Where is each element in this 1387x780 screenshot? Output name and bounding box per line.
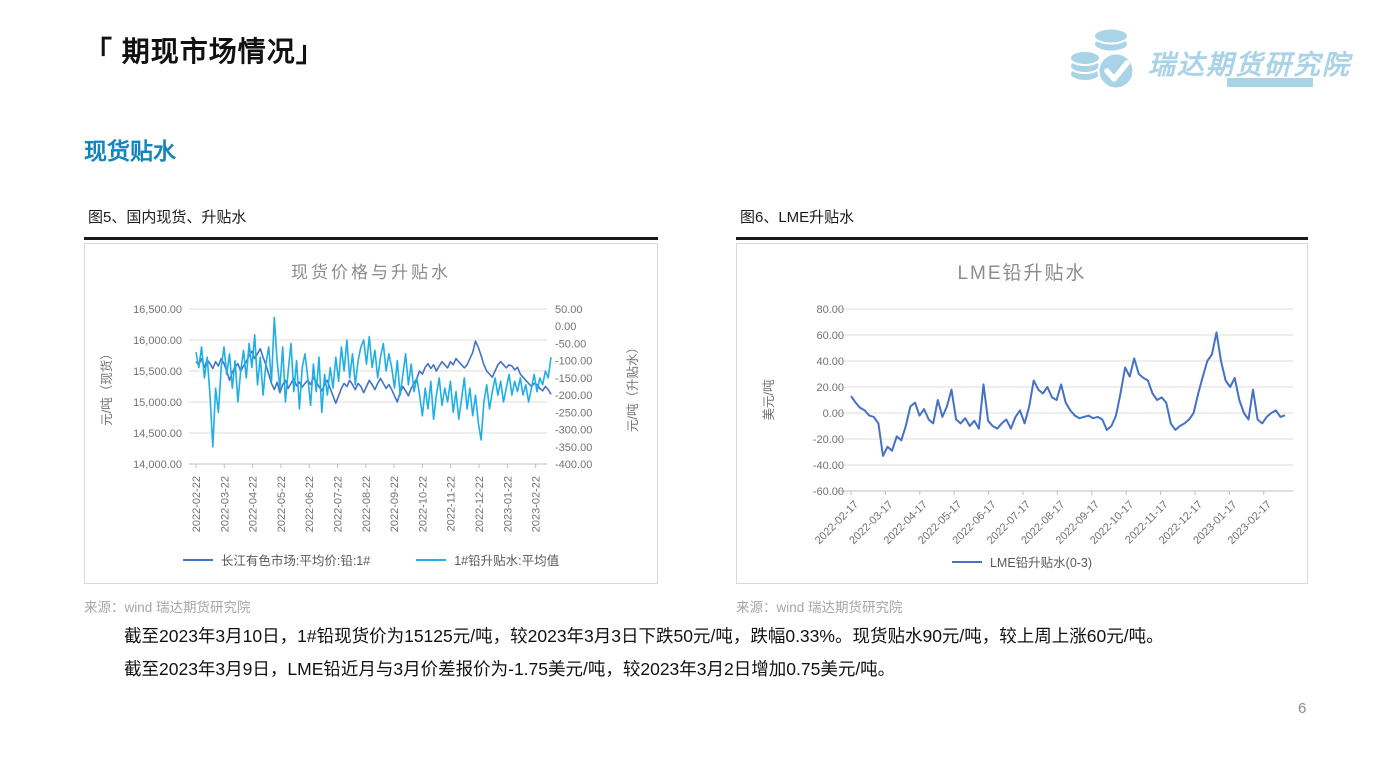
figure6-source: 来源：wind 瑞达期货研究院: [736, 600, 903, 615]
svg-text:14,000.00: 14,000.00: [133, 459, 182, 471]
svg-text:2022-07-22: 2022-07-22: [333, 476, 345, 532]
svg-text:-250.00: -250.00: [555, 407, 592, 419]
brand-underline-bar: [1227, 78, 1313, 87]
svg-text:80.00: 80.00: [816, 304, 844, 316]
svg-text:16,500.00: 16,500.00: [133, 304, 182, 316]
brand-logo: 瑞达期货研究院: [1068, 24, 1351, 90]
svg-text:2022-10-22: 2022-10-22: [417, 476, 429, 532]
figure6-chart-area: LME铅升贴水 80.00 60.00 40.00 20.00 0.00 -20.00 -4…: [736, 243, 1308, 584]
svg-text:15,500.00: 15,500.00: [133, 366, 182, 378]
svg-text:2022-06-22: 2022-06-22: [304, 476, 316, 532]
svg-text:2022-03-22: 2022-03-22: [219, 476, 231, 532]
commentary-paragraph-2: 截至2023年3月9日，LME铅近月与3月价差报价为-1.75美元/吨，较202…: [124, 659, 896, 679]
svg-text:2023-02-22: 2023-02-22: [531, 476, 543, 532]
svg-text:0.00: 0.00: [555, 321, 576, 333]
figure5-chart-area: 现货价格与升贴水 16,500.00 16,000.00 15,500.00 15,0…: [84, 243, 658, 584]
figure5-source: 来源：wind 瑞达期货研究院: [84, 600, 251, 615]
figure6-legend: LME铅升贴水(0-3): [737, 552, 1307, 571]
figure6-lme-premium: 图6、LME升贴水 LME铅升贴水 80.00 60.00 40.00 20.00 0.…: [736, 204, 1308, 616]
svg-text:-100.00: -100.00: [555, 356, 592, 368]
legend-label: 长江有色市场:平均价:铅:1#: [220, 554, 371, 568]
svg-text:2022-12-22: 2022-12-22: [474, 476, 486, 532]
legend-line-swatch: [416, 558, 447, 561]
legend-line-swatch: [951, 560, 982, 563]
svg-text:0.00: 0.00: [823, 408, 844, 420]
svg-text:元/吨（升贴水）: 元/吨（升贴水）: [626, 341, 640, 432]
svg-text:美元/吨: 美元/吨: [762, 379, 776, 420]
svg-text:60.00: 60.00: [816, 330, 844, 342]
figure5-chart-title: 现货价格与升贴水: [291, 263, 451, 282]
svg-text:14,500.00: 14,500.00: [133, 428, 182, 440]
svg-text:-400.00: -400.00: [555, 459, 592, 471]
page-number: 6: [1298, 700, 1307, 717]
svg-text:元/吨（现货）: 元/吨（现货）: [99, 347, 114, 425]
coins-icon: [1069, 27, 1135, 90]
svg-text:-300.00: -300.00: [555, 425, 592, 437]
legend-label: 1#铅升贴水:平均值: [454, 554, 560, 568]
svg-text:-50.00: -50.00: [555, 338, 586, 350]
section-heading: 现货贴水: [84, 138, 176, 164]
brand-name: 瑞达期货研究院: [1148, 49, 1351, 80]
svg-text:2022-11-22: 2022-11-22: [446, 476, 458, 531]
figure5-chart-canvas: 16,500.00 16,000.00 15,500.00 15,000.00 14,5…: [99, 304, 640, 532]
svg-text:2022-04-22: 2022-04-22: [248, 476, 260, 532]
figure6-chart-title: LME铅升贴水: [957, 263, 1087, 284]
svg-text:40.00: 40.00: [816, 356, 844, 368]
legend-item: LME铅升贴水(0-3): [951, 552, 1093, 571]
svg-text:-200.00: -200.00: [555, 390, 592, 402]
svg-text:-150.00: -150.00: [555, 373, 592, 385]
figure6-caption: 图6、LME升贴水: [736, 204, 1308, 240]
svg-text:16,000.00: 16,000.00: [133, 335, 182, 347]
page-title: 「 期现市场情况」: [84, 36, 325, 67]
svg-text:15,000.00: 15,000.00: [133, 397, 182, 409]
figure5-domestic-spot-premium: 图5、国内现货、升贴水 现货价格与升贴水 16,500.00 16,000.00 1…: [84, 204, 658, 616]
svg-text:2022-02-22: 2022-02-22: [191, 476, 203, 532]
svg-text:2022-08-22: 2022-08-22: [361, 476, 373, 532]
figure6-chart-canvas: 80.00 60.00 40.00 20.00 0.00 -20.00 -40.00 -60.…: [762, 304, 1293, 547]
legend-item: 长江有色市场:平均价:铅:1#: [182, 550, 371, 569]
figure5-caption: 图5、国内现货、升贴水: [84, 204, 658, 240]
svg-text:2022-09-22: 2022-09-22: [389, 476, 401, 532]
svg-text:-350.00: -350.00: [555, 442, 592, 454]
commentary-text: 截至2023年3月10日，1#铅现货价为15125元/吨，较2023年3月3日下…: [124, 620, 1324, 686]
svg-text:2023-01-22: 2023-01-22: [502, 476, 514, 532]
commentary-paragraph-1: 截至2023年3月10日，1#铅现货价为15125元/吨，较2023年3月3日下…: [124, 626, 1164, 646]
svg-text:-40.00: -40.00: [813, 460, 844, 472]
legend-line-swatch: [182, 558, 213, 561]
svg-text:50.00: 50.00: [555, 304, 583, 316]
figure5-legend: 长江有色市场:平均价:铅:1# 1#铅升贴水:平均值: [85, 550, 657, 569]
legend-item: 1#铅升贴水:平均值: [416, 550, 559, 569]
svg-text:2022-05-22: 2022-05-22: [276, 476, 288, 532]
legend-label: LME铅升贴水(0-3): [989, 556, 1093, 570]
svg-text:20.00: 20.00: [816, 382, 844, 394]
svg-text:-20.00: -20.00: [813, 434, 844, 446]
svg-text:-60.00: -60.00: [813, 486, 844, 498]
